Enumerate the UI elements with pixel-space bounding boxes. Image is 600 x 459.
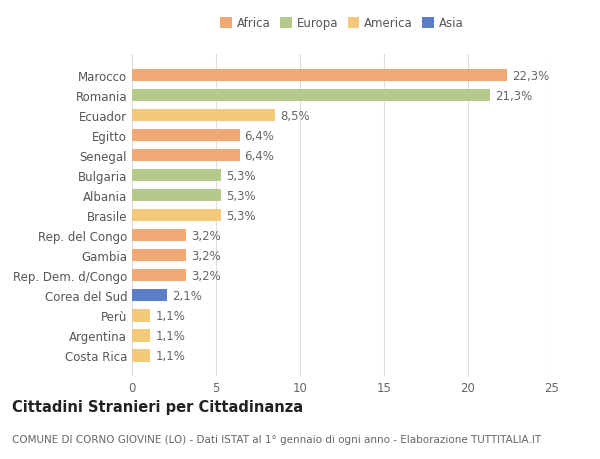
Bar: [132, 250, 186, 262]
Text: 3,2%: 3,2%: [191, 269, 221, 282]
Bar: [132, 190, 221, 202]
Text: 6,4%: 6,4%: [245, 149, 274, 162]
Bar: [132, 150, 239, 162]
Bar: [132, 309, 151, 322]
Bar: [132, 129, 239, 142]
Text: 1,1%: 1,1%: [155, 309, 185, 322]
Text: 3,2%: 3,2%: [191, 249, 221, 262]
Text: 2,1%: 2,1%: [172, 289, 202, 302]
Text: 5,3%: 5,3%: [226, 189, 256, 202]
Text: 1,1%: 1,1%: [155, 329, 185, 342]
Text: COMUNE DI CORNO GIOVINE (LO) - Dati ISTAT al 1° gennaio di ogni anno - Elaborazi: COMUNE DI CORNO GIOVINE (LO) - Dati ISTA…: [12, 434, 541, 444]
Text: Cittadini Stranieri per Cittadinanza: Cittadini Stranieri per Cittadinanza: [12, 399, 303, 414]
Bar: [132, 210, 221, 222]
Text: 21,3%: 21,3%: [495, 90, 532, 102]
Legend: Africa, Europa, America, Asia: Africa, Europa, America, Asia: [218, 15, 466, 33]
Bar: [132, 70, 506, 82]
Bar: [132, 230, 186, 242]
Bar: [132, 110, 275, 122]
Bar: [132, 330, 151, 342]
Bar: [132, 290, 167, 302]
Text: 5,3%: 5,3%: [226, 169, 256, 182]
Bar: [132, 90, 490, 102]
Text: 6,4%: 6,4%: [245, 129, 274, 142]
Text: 22,3%: 22,3%: [512, 69, 549, 82]
Text: 5,3%: 5,3%: [226, 209, 256, 222]
Text: 8,5%: 8,5%: [280, 109, 310, 122]
Bar: [132, 269, 186, 282]
Bar: [132, 349, 151, 362]
Text: 3,2%: 3,2%: [191, 229, 221, 242]
Bar: [132, 169, 221, 182]
Text: 1,1%: 1,1%: [155, 349, 185, 362]
